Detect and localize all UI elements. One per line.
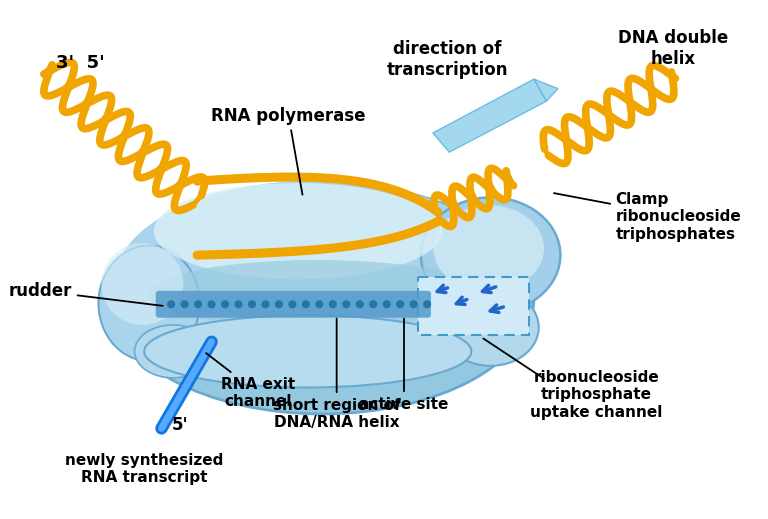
- Circle shape: [181, 301, 188, 308]
- Polygon shape: [534, 79, 558, 101]
- Ellipse shape: [111, 183, 534, 414]
- Circle shape: [222, 301, 228, 308]
- Ellipse shape: [442, 289, 538, 366]
- Ellipse shape: [98, 245, 200, 361]
- Text: rudder: rudder: [8, 282, 163, 306]
- Ellipse shape: [134, 325, 211, 378]
- Circle shape: [235, 301, 242, 308]
- Text: DNA double
helix: DNA double helix: [618, 29, 729, 67]
- Circle shape: [249, 301, 255, 308]
- Text: RNA exit
channel: RNA exit channel: [206, 353, 295, 409]
- Text: direction of
transcription: direction of transcription: [386, 40, 508, 79]
- Text: ribonucleoside
triphosphate
uptake channel: ribonucleoside triphosphate uptake chann…: [530, 370, 663, 419]
- Text: RNA polymerase: RNA polymerase: [211, 106, 366, 195]
- Circle shape: [424, 301, 431, 308]
- FancyBboxPatch shape: [156, 291, 431, 318]
- Circle shape: [410, 301, 417, 308]
- Circle shape: [397, 301, 403, 308]
- Circle shape: [383, 301, 390, 308]
- Circle shape: [208, 301, 215, 308]
- Ellipse shape: [144, 316, 472, 388]
- Circle shape: [195, 301, 201, 308]
- Ellipse shape: [433, 205, 544, 292]
- Text: newly synthesized
RNA transcript: newly synthesized RNA transcript: [65, 453, 223, 485]
- Text: Clamp
ribonucleoside
triphosphates: Clamp ribonucleoside triphosphates: [554, 192, 741, 241]
- Circle shape: [289, 301, 296, 308]
- Ellipse shape: [421, 197, 561, 313]
- Text: 5': 5': [171, 416, 188, 434]
- Circle shape: [316, 301, 323, 308]
- Circle shape: [167, 301, 174, 308]
- Circle shape: [329, 301, 336, 308]
- Circle shape: [303, 301, 310, 308]
- Ellipse shape: [101, 243, 184, 325]
- Circle shape: [262, 301, 269, 308]
- Circle shape: [370, 301, 376, 308]
- Text: short region of
DNA/RNA helix: short region of DNA/RNA helix: [273, 319, 400, 430]
- Circle shape: [276, 301, 283, 308]
- Circle shape: [343, 301, 349, 308]
- FancyBboxPatch shape: [419, 277, 529, 335]
- Polygon shape: [433, 79, 546, 152]
- Ellipse shape: [154, 183, 442, 279]
- Ellipse shape: [149, 260, 486, 327]
- Circle shape: [356, 301, 363, 308]
- Text: active site: active site: [359, 319, 449, 412]
- Ellipse shape: [114, 181, 518, 388]
- Text: 3'  5': 3' 5': [55, 53, 104, 72]
